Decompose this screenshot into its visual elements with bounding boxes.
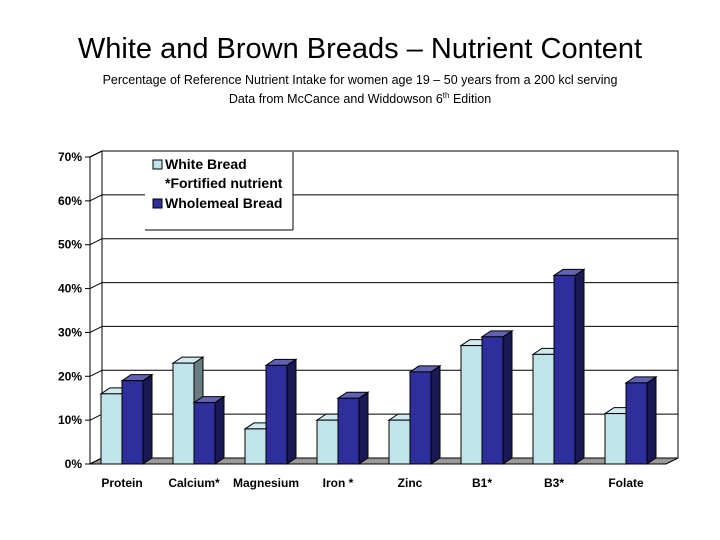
bar-front: [316, 419, 339, 465]
y-tick-label: 10%: [58, 413, 82, 427]
x-tick-label: Folate: [608, 476, 644, 490]
bar-front: [460, 345, 483, 465]
y-tick-label: 60%: [58, 194, 82, 208]
subtitle-line-1: Percentage of Reference Nutrient Intake …: [102, 73, 618, 87]
legend-swatch: [152, 198, 163, 209]
bar: [120, 373, 154, 465]
bar-front: [100, 393, 123, 465]
legend-box: [145, 152, 293, 230]
bar-front: [625, 382, 648, 465]
bar-front: [532, 353, 555, 465]
bar-side: [358, 391, 369, 465]
bar-front: [121, 380, 144, 465]
bar-side: [574, 268, 585, 465]
y-tick-label: 70%: [58, 150, 82, 164]
bar-front: [172, 362, 195, 465]
gridline-side: [89, 282, 103, 290]
x-tick-label: Zinc: [398, 476, 423, 490]
legend-label: Wholemeal Bread: [165, 195, 282, 211]
axis-layer: 0% 10% 20% 30% 40% 50% 60% 70% Protein Calcium* Ma…: [58, 150, 644, 490]
legend-swatch: [152, 159, 163, 170]
y-tick-label: 30%: [58, 325, 82, 339]
chart-title: White and Brown Breads – Nutrient Conten…: [77, 33, 643, 65]
x-tick-label: B3*: [544, 476, 564, 490]
gridline-side: [89, 325, 103, 333]
bar: [624, 375, 658, 465]
y-tick-label: 50%: [58, 238, 82, 252]
gridline-side: [89, 413, 103, 421]
x-tick-label: Protein: [101, 476, 142, 490]
bar-front: [265, 364, 288, 465]
x-tick-label: B1*: [472, 476, 492, 490]
legend: White Bread *Fortified nutrient Wholemeal …: [145, 152, 294, 231]
gridline-side: [89, 194, 103, 202]
bar-front: [193, 402, 216, 465]
bar-side: [502, 329, 513, 465]
bar-front: [481, 336, 504, 465]
bar: [552, 268, 586, 465]
gridline-side: [89, 150, 103, 158]
bar-layer: [99, 268, 658, 465]
x-tick-label: Magnesium: [233, 476, 299, 490]
bar-front: [553, 274, 576, 465]
bar-side: [286, 358, 297, 465]
y-tick-label: 0%: [65, 457, 83, 471]
y-tick-label: 20%: [58, 369, 82, 383]
bar: [336, 391, 370, 465]
x-tick-label: Iron *: [323, 476, 354, 490]
bar-front: [337, 397, 360, 465]
bar-front: [409, 371, 432, 465]
bar-side: [646, 375, 657, 465]
x-tick-label: Calcium*: [168, 476, 220, 490]
bar-front: [388, 419, 411, 465]
bar: [192, 395, 226, 465]
bar-side: [142, 373, 153, 465]
bar: [264, 358, 298, 465]
legend-label: *Fortified nutrient: [165, 175, 283, 191]
subtitle-line-2: Data from McCance and Widdowson 6th Edit…: [228, 91, 492, 107]
bar-front: [244, 428, 267, 465]
legend-label: White Bread: [165, 156, 247, 172]
bar-side: [214, 395, 225, 465]
bar-front: [604, 413, 627, 465]
chart-subtitle: Percentage of Reference Nutrient Intake …: [0, 72, 720, 107]
bar-side: [430, 364, 441, 465]
bar: [480, 329, 514, 465]
bar: [408, 364, 442, 465]
y-tick-label: 40%: [58, 282, 82, 296]
gridline-side: [89, 369, 103, 377]
gridline-side: [89, 238, 103, 246]
